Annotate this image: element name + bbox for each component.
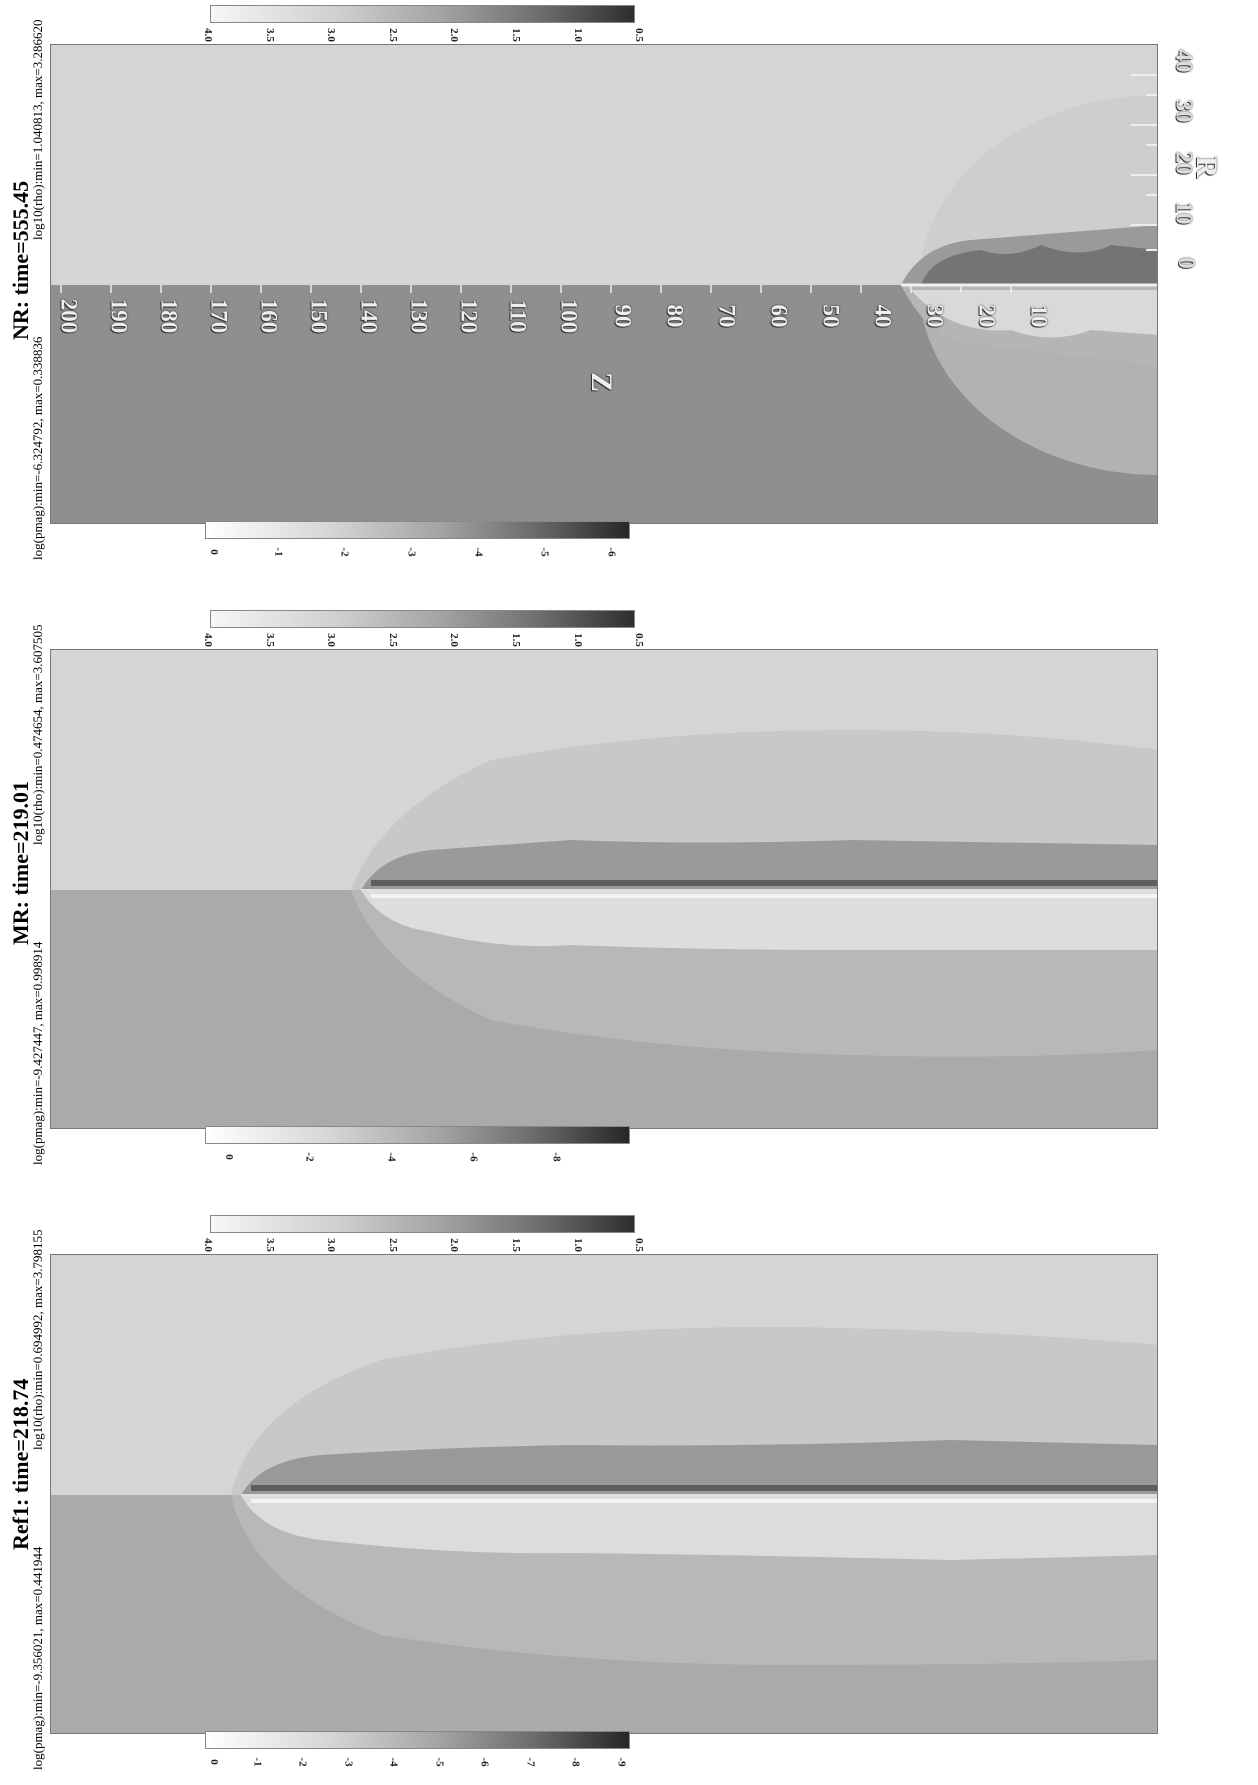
rho-tick: 3.5	[263, 633, 276, 647]
z-tick: 60	[766, 304, 792, 328]
pmag-tick: 0	[222, 1154, 235, 1160]
z-tick: 180	[156, 298, 182, 334]
pmag-colorbar	[205, 521, 630, 539]
pmag-tick: -4	[387, 1757, 400, 1767]
rho-tick: 0.5	[633, 633, 646, 647]
z-tick: 200	[56, 298, 82, 334]
nr-density-plot: 200 190 180 170 160 150 140 130 120 110 …	[50, 44, 1158, 524]
rho-colorbar	[210, 1215, 635, 1233]
rho-tick: 1.5	[509, 633, 522, 647]
rho-tick: 2.5	[386, 28, 399, 42]
pmag-tick: -7	[524, 1757, 537, 1767]
pmag-tick: 0	[207, 1759, 220, 1765]
z-tick: 100	[556, 298, 582, 334]
rho-tick: 3.0	[325, 1238, 338, 1252]
pmag-info: log(pmag):min=-9.356021, max=0.441944	[30, 1546, 45, 1770]
rho-tick: 1.5	[509, 1238, 522, 1252]
pmag-tick: -8	[550, 1152, 563, 1162]
rho-tick: 3.0	[325, 28, 338, 42]
r-tick: 0	[1173, 257, 1199, 269]
ref1-density-plot	[50, 1254, 1158, 1734]
panel-nr: 4.0 3.5 3.0 2.5 2.0 1.5 1.0 0.5	[0, 0, 1258, 600]
z-tick: 40	[870, 304, 896, 328]
r-tick: 40	[1171, 49, 1197, 73]
z-tick: 80	[662, 304, 688, 328]
nr-field-image	[51, 45, 1157, 523]
pmag-colorbar-ticks: 0 -1 -2 -3 -4 -5 -6 -7 -8 -9	[208, 1755, 628, 1769]
z-tick: 160	[256, 298, 282, 334]
pmag-tick: -3	[342, 1757, 355, 1767]
pmag-tick: -1	[272, 547, 285, 557]
rho-tick: 3.5	[263, 28, 276, 42]
pmag-tick: -8	[569, 1757, 582, 1767]
pmag-tick: -2	[339, 547, 352, 557]
rho-tick: 2.0	[448, 633, 461, 647]
rho-tick: 1.0	[571, 28, 584, 42]
rho-tick: 2.5	[386, 633, 399, 647]
r-tick: 30	[1171, 99, 1197, 123]
z-tick: 10	[1026, 304, 1052, 328]
z-tick: 130	[406, 298, 432, 334]
z-tick: 50	[818, 304, 844, 328]
panel-ref1: 4.0 3.5 3.0 2.5 2.0 1.5 1.0 0.5 0 -1 -2 …	[0, 1210, 1258, 1785]
rho-tick: 4.0	[201, 633, 214, 647]
rho-tick: 1.5	[509, 28, 522, 42]
rho-tick: 1.0	[571, 633, 584, 647]
pmag-colorbar-ticks: 0 -1 -2 -3 -4 -5 -6	[208, 545, 618, 559]
rho-tick: 2.0	[448, 28, 461, 42]
pmag-tick: 0	[207, 549, 220, 555]
pmag-colorbar	[205, 1731, 630, 1749]
rho-info: log10(rho):min=1.040813, max=3.286620	[30, 19, 45, 240]
z-axis-label: Z	[585, 371, 619, 393]
pmag-tick: -5	[538, 547, 551, 557]
rho-tick: 0.5	[633, 1238, 646, 1252]
rho-colorbar	[210, 5, 635, 23]
z-tick: 170	[206, 298, 232, 334]
rho-tick: 3.5	[263, 1238, 276, 1252]
rho-info: log10(rho):min=0.474654, max=3.607505	[30, 624, 45, 845]
z-tick: 70	[714, 304, 740, 328]
pmag-tick: -6	[605, 547, 618, 557]
mr-density-plot	[50, 649, 1158, 1129]
pmag-tick: -2	[296, 1757, 309, 1767]
panel-mr: 4.0 3.5 3.0 2.5 2.0 1.5 1.0 0.5 0 -2 -4 …	[0, 605, 1258, 1205]
pmag-colorbar-ticks: 0 -2 -4 -6 -8	[223, 1150, 563, 1164]
rho-colorbar-ticks: 4.0 3.5 3.0 2.5 2.0 1.5 1.0 0.5	[200, 1238, 645, 1252]
pmag-tick: -6	[468, 1152, 481, 1162]
rho-tick: 4.0	[201, 1238, 214, 1252]
z-tick: 110	[505, 299, 531, 333]
rho-tick: 2.0	[448, 1238, 461, 1252]
r-tick: 10	[1171, 201, 1197, 225]
rho-colorbar-ticks: 4.0 3.5 3.0 2.5 2.0 1.5 1.0 0.5	[200, 28, 645, 42]
z-tick: 120	[456, 298, 482, 334]
pmag-tick: -4	[472, 547, 485, 557]
pmag-tick: -2	[303, 1152, 316, 1162]
z-tick: 140	[356, 298, 382, 334]
pmag-colorbar	[205, 1126, 630, 1144]
rho-colorbar-ticks: 4.0 3.5 3.0 2.5 2.0 1.5 1.0 0.5	[200, 633, 645, 647]
pmag-tick: -5	[433, 1757, 446, 1767]
z-tick: 90	[610, 304, 636, 328]
z-tick: 190	[106, 298, 132, 334]
rho-tick: 3.0	[325, 633, 338, 647]
pmag-tick: -6	[478, 1757, 491, 1767]
rho-tick: 0.5	[633, 28, 646, 42]
pmag-tick: -4	[385, 1152, 398, 1162]
rho-tick: 2.5	[386, 1238, 399, 1252]
pmag-tick: -9	[615, 1757, 628, 1767]
z-tick: 30	[922, 304, 948, 328]
pmag-tick: -1	[251, 1757, 264, 1767]
mr-field-image	[51, 650, 1157, 1128]
ref1-field-image	[51, 1255, 1157, 1733]
pmag-tick: -3	[405, 547, 418, 557]
z-tick: 20	[974, 304, 1000, 328]
rho-tick: 4.0	[201, 28, 214, 42]
z-tick: 150	[306, 298, 332, 334]
rho-tick: 1.0	[571, 1238, 584, 1252]
rho-colorbar	[210, 610, 635, 628]
rho-info: log10(rho):min=0.694992, max=3.798155	[30, 1229, 45, 1450]
pmag-info: log(pmag):min=-6.324792, max=0.338836	[30, 336, 45, 560]
r-axis-label: R	[1189, 156, 1223, 178]
pmag-info: log(pmag):min=-9.427447, max=0.998914	[30, 941, 45, 1165]
